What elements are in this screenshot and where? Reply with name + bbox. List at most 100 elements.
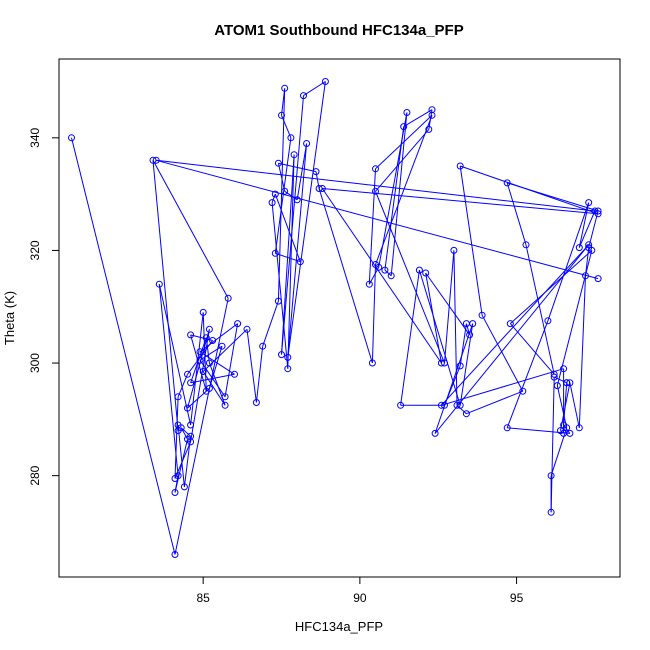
data-point: [566, 379, 574, 387]
series-segment: [281, 88, 286, 116]
series-segment: [296, 143, 308, 200]
series-segment: [208, 346, 223, 389]
y-tick-label: 300: [28, 353, 42, 373]
series-segment: [190, 373, 235, 384]
series-segment: [287, 81, 326, 358]
series-segment: [303, 81, 326, 97]
data-point: [591, 207, 599, 215]
series-segment: [271, 193, 276, 203]
series-segment: [403, 109, 433, 128]
series-segment: [262, 300, 279, 347]
data-point: [259, 342, 267, 350]
data-point: [312, 168, 320, 176]
data-point: [397, 401, 405, 409]
data-point: [550, 370, 558, 378]
series-segment: [588, 210, 599, 248]
series-segment: [177, 424, 185, 487]
series-segment: [553, 376, 567, 384]
data-point: [281, 187, 289, 195]
data-point: [171, 475, 179, 482]
series-segment: [466, 390, 523, 415]
data-point: [519, 387, 527, 395]
data-point: [450, 246, 458, 254]
series-segment: [459, 165, 483, 316]
data-point: [274, 297, 282, 305]
data-point: [152, 156, 160, 164]
data-point: [544, 317, 552, 325]
data-point: [437, 401, 445, 409]
series-segment: [246, 329, 257, 403]
data-point: [503, 179, 511, 187]
data-point: [243, 325, 251, 333]
series-segment: [281, 154, 295, 355]
series-segment: [174, 298, 229, 555]
series-segment: [287, 143, 308, 358]
series-segment: [274, 137, 292, 254]
series-segment: [547, 202, 590, 321]
data-point: [588, 246, 596, 254]
data-point: [560, 365, 568, 373]
data-point: [563, 379, 571, 387]
data-point: [184, 370, 191, 378]
data-point: [300, 92, 307, 100]
data-point: [284, 353, 292, 361]
data-point: [594, 207, 602, 215]
series-segment: [550, 427, 568, 476]
series-segment: [509, 250, 593, 324]
series-segment: [202, 328, 248, 372]
data-point: [284, 365, 292, 373]
series-segment: [375, 191, 445, 364]
series-segment: [506, 182, 527, 245]
data-point: [453, 401, 461, 409]
series-segment: [71, 137, 176, 555]
data-point: [171, 489, 179, 496]
data-point: [187, 331, 195, 339]
series-segment: [202, 371, 226, 406]
series-segment: [224, 323, 239, 397]
data-point: [368, 359, 376, 367]
series-segment: [190, 337, 207, 383]
series-segment: [507, 427, 570, 434]
data-point: [303, 140, 311, 147]
data-point: [278, 111, 285, 119]
data-point: [506, 320, 514, 328]
data-point: [456, 401, 464, 409]
data-point: [187, 438, 195, 446]
data-point: [177, 424, 185, 432]
series-segment: [174, 396, 179, 479]
series-segment: [509, 323, 555, 375]
data-point: [221, 393, 229, 401]
data-point: [234, 320, 242, 328]
data-point: [372, 187, 379, 195]
series-segment: [177, 374, 188, 397]
data-point: [428, 106, 436, 114]
data-point: [425, 125, 433, 133]
chart-title: ATOM1 Southbound HFC134a_PFP: [214, 22, 463, 39]
data-point: [231, 370, 238, 378]
series-segment: [384, 269, 392, 277]
data-point: [196, 356, 204, 364]
data-point: [560, 421, 568, 429]
series-segment: [180, 427, 188, 440]
series-segment: [375, 129, 430, 192]
data-point: [566, 429, 574, 437]
data-point: [184, 404, 191, 412]
series-segment: [441, 368, 564, 406]
series-segment: [152, 160, 179, 431]
series-segment: [277, 163, 286, 192]
data-point: [296, 258, 304, 266]
data-point: [293, 196, 301, 204]
series-segment: [441, 244, 590, 406]
data-point: [205, 384, 213, 392]
data-point: [199, 308, 207, 316]
series-segment: [459, 323, 467, 366]
series-segment: [453, 250, 458, 406]
series-segment: [158, 284, 192, 426]
data-point: [199, 368, 207, 375]
y-tick-label: 320: [28, 240, 42, 260]
x-tick-label: 95: [510, 591, 524, 605]
data-point: [252, 399, 260, 406]
data-point: [441, 401, 448, 409]
data-point: [415, 266, 423, 274]
data-point: [437, 359, 445, 367]
